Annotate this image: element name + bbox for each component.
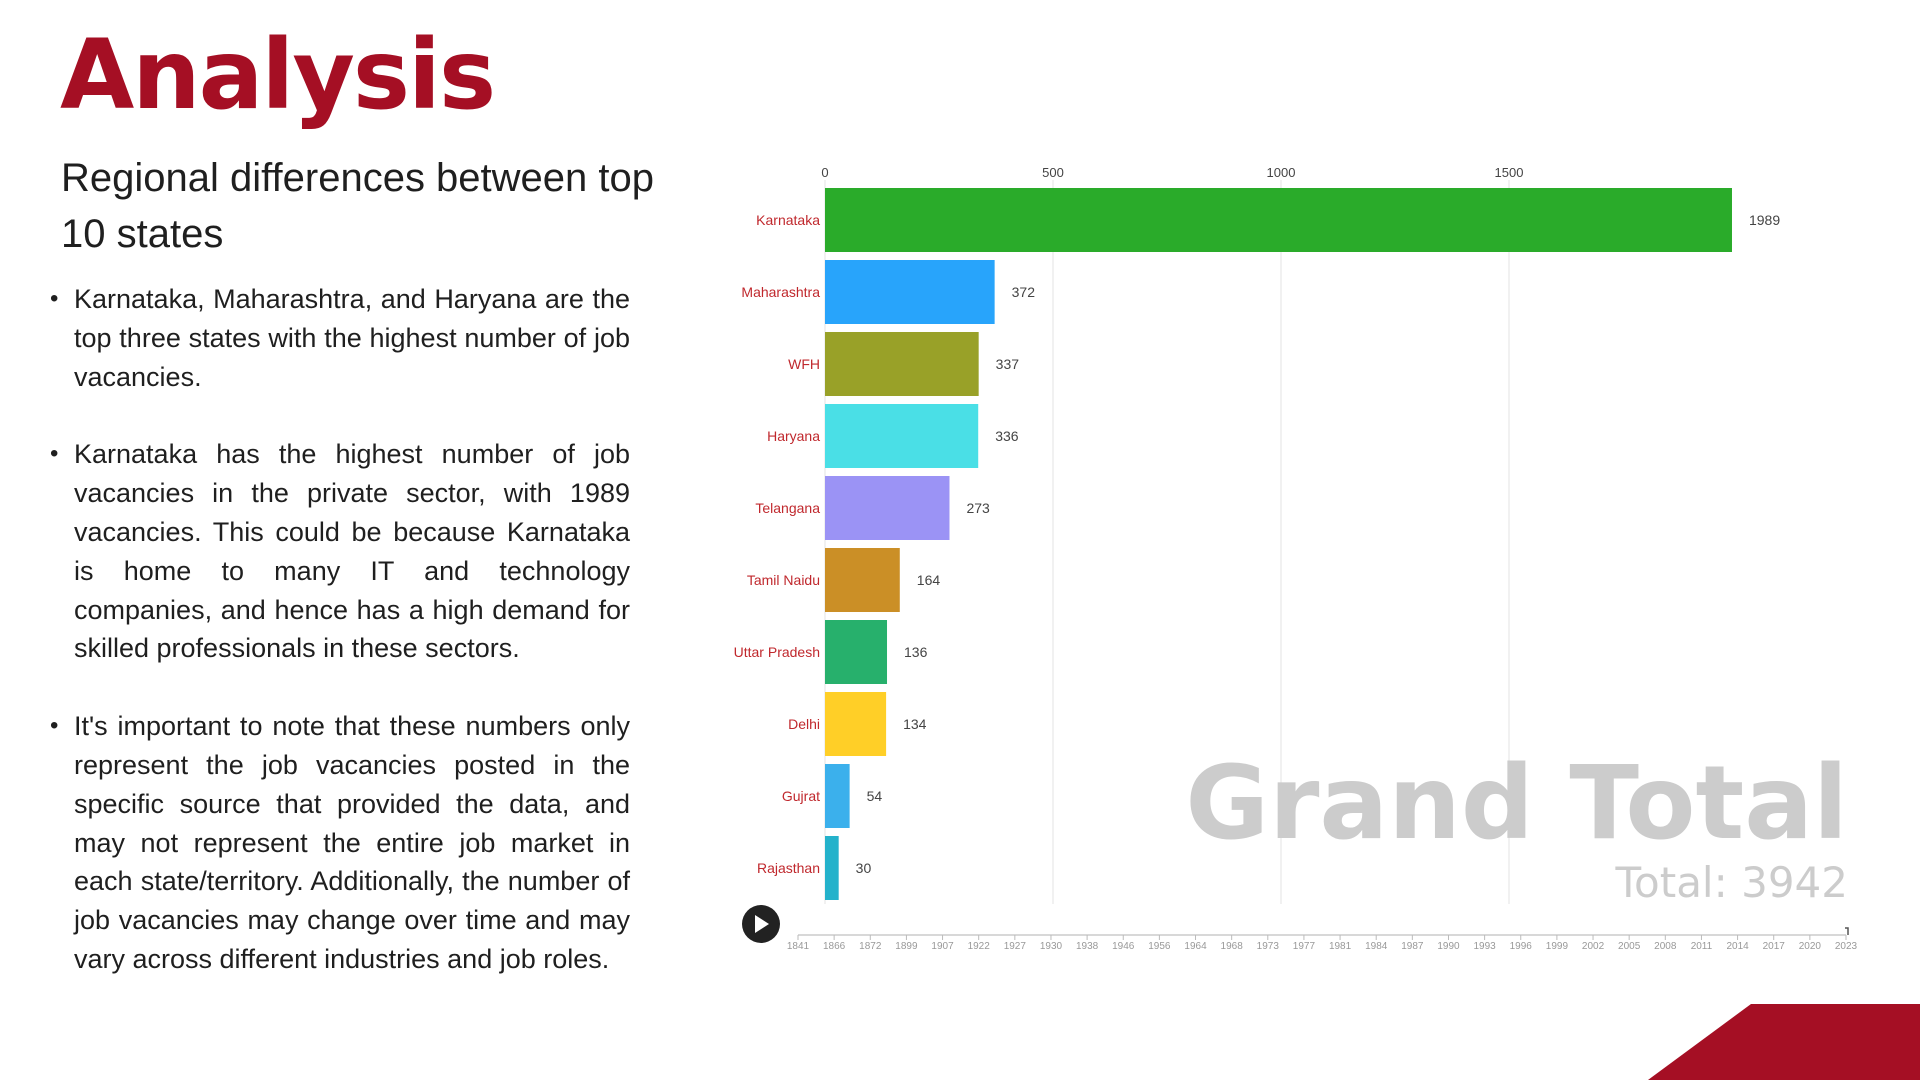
timeline-year-label: 1907: [931, 941, 954, 952]
grand-total-label: Grand Total: [1185, 744, 1848, 863]
bar-category-label: Tamil Naidu: [747, 572, 820, 588]
slide-subtitle: Regional differences between top 10 stat…: [61, 156, 655, 256]
timeline-year-label: 2023: [1835, 941, 1858, 952]
timeline-year-label: 1927: [1004, 941, 1027, 952]
corner-decoration: [1648, 1004, 1920, 1080]
timeline-year-label: 1977: [1293, 941, 1316, 952]
bar-value-label: 136: [904, 644, 928, 660]
timeline-year-label: 1981: [1329, 941, 1352, 952]
bar-category-label: Gujrat: [782, 788, 820, 804]
bar-value-label: 273: [966, 500, 990, 516]
bar: [825, 620, 888, 684]
timeline-year-label: 2014: [1726, 941, 1749, 952]
bar-value-label: 164: [917, 572, 941, 588]
x-axis-tick: 1500: [1495, 165, 1524, 180]
timeline-year-label: 1990: [1437, 941, 1460, 952]
timeline-handle[interactable]: [1845, 927, 1849, 935]
timeline-year-label: 2002: [1582, 941, 1605, 952]
x-axis-tick: 1000: [1267, 165, 1296, 180]
bar-category-label: WFH: [788, 356, 820, 372]
bar: [825, 692, 887, 756]
bar: [825, 836, 839, 900]
bar-category-label: Delhi: [788, 716, 820, 732]
bar-category-label: Haryana: [767, 428, 820, 444]
timeline-year-label: 1946: [1112, 941, 1135, 952]
timeline-year-label: 1866: [823, 941, 846, 952]
timeline-year-label: 1938: [1076, 941, 1099, 952]
bar-category-label: Uttar Pradesh: [734, 644, 820, 660]
bar: [825, 332, 979, 396]
play-icon: [755, 915, 769, 933]
timeline-year-label: 1996: [1510, 941, 1533, 952]
slide-title: Analysis: [60, 19, 496, 131]
bar-value-label: 372: [1012, 284, 1036, 300]
bar-category-label: Maharashtra: [741, 284, 820, 300]
timeline-year-label: 1956: [1148, 941, 1171, 952]
bullet-item: Karnataka has the highest number of job …: [50, 435, 630, 668]
timeline-year-label: 1987: [1401, 941, 1424, 952]
timeline-year-label: 1922: [968, 941, 991, 952]
bar: [825, 260, 995, 324]
timeline-year-label: 1993: [1473, 941, 1496, 952]
timeline-year-label: 1899: [895, 941, 918, 952]
bar-value-label: 337: [996, 356, 1020, 372]
timeline-year-label: 2020: [1799, 941, 1822, 952]
timeline-year-label: 1872: [859, 941, 882, 952]
timeline-year-label: 1930: [1040, 941, 1063, 952]
bar: [825, 188, 1732, 252]
bar-value-label: 336: [995, 428, 1019, 444]
bar: [825, 404, 979, 468]
total-value-label: Total: 3942: [1615, 858, 1848, 907]
timeline-year-label: 2017: [1763, 941, 1786, 952]
bar-category-label: Telangana: [755, 500, 820, 516]
bar-value-label: 54: [867, 788, 883, 804]
bar-value-label: 1989: [1749, 212, 1780, 228]
bar-category-label: Karnataka: [756, 212, 820, 228]
timeline-year-label: 1984: [1365, 941, 1388, 952]
bar-value-label: 134: [903, 716, 927, 732]
bullet-list: Karnataka, Maharashtra, and Haryana are …: [50, 280, 630, 1018]
bar: [825, 548, 900, 612]
bar: [825, 476, 950, 540]
bar-value-label: 30: [856, 860, 872, 876]
timeline-year-label: 1841: [787, 941, 810, 952]
x-axis-tick: 500: [1042, 165, 1064, 180]
timeline-year-label: 2011: [1691, 941, 1713, 952]
x-axis-tick: 0: [821, 165, 828, 180]
bar-category-label: Rajasthan: [757, 860, 820, 876]
bar: [825, 764, 850, 828]
bullet-item: It's important to note that these number…: [50, 707, 630, 979]
timeline-year-label: 1999: [1546, 941, 1569, 952]
timeline-year-label: 1973: [1257, 941, 1280, 952]
bullet-item: Karnataka, Maharashtra, and Haryana are …: [50, 280, 630, 396]
timeline-year-label: 2005: [1618, 941, 1641, 952]
timeline-year-label: 2008: [1654, 941, 1677, 952]
timeline-year-label: 1968: [1221, 941, 1244, 952]
timeline-year-label: 1964: [1184, 941, 1207, 952]
